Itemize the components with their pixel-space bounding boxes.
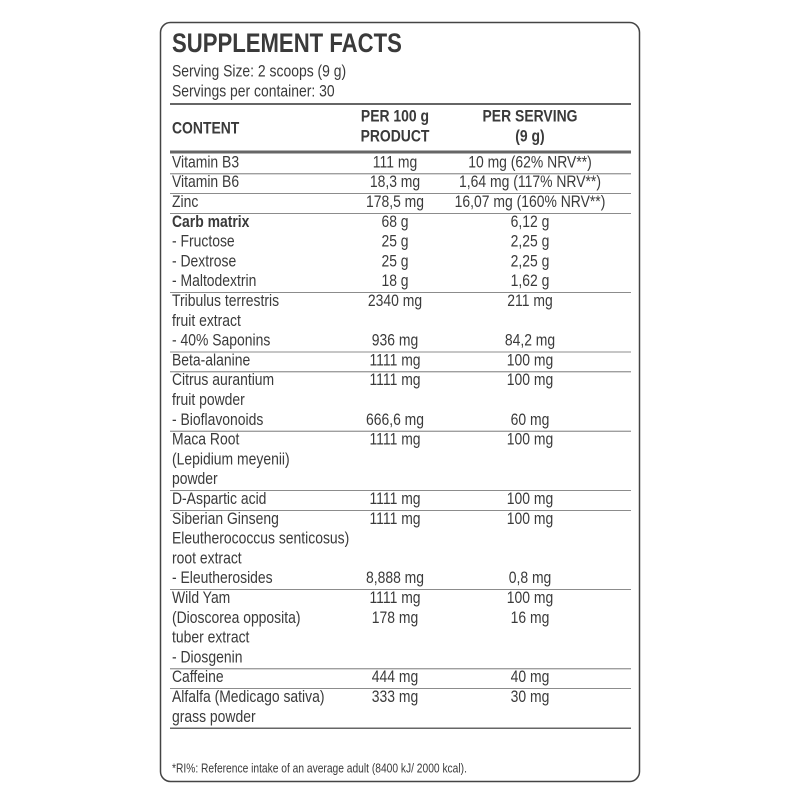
ingredient: Vitamin B6 <box>172 173 239 192</box>
ingredient: root extract <box>172 549 242 568</box>
column-header: PRODUCT <box>361 127 430 146</box>
title: SUPPLEMENT FACTS <box>172 29 402 59</box>
per-100g: 178,5 mg <box>366 193 424 212</box>
ingredient: Siberian Ginseng <box>172 510 279 529</box>
per-100g: 25 g <box>381 232 408 251</box>
per-serving: 40 mg <box>511 668 550 687</box>
per-100g: 666,6 mg <box>366 411 424 430</box>
per-serving: 2,25 g <box>511 252 550 271</box>
per-100g: 936 mg <box>372 331 418 350</box>
ingredient: Carb matrix <box>172 213 250 232</box>
ingredient: - Eleutherosides <box>172 569 273 588</box>
per-serving: 100 mg <box>507 430 553 449</box>
per-100g: 25 g <box>381 252 408 271</box>
ingredient: Beta-alanine <box>172 351 250 370</box>
per-100g: 1111 mg <box>369 371 420 390</box>
per-serving: 2,25 g <box>511 232 550 251</box>
ingredient: Caffeine <box>172 668 224 687</box>
per-100g: 1111 mg <box>369 430 420 449</box>
serving-size: Serving Size: 2 scoops (9 g) <box>172 62 346 81</box>
column-header: PER 100 g <box>361 107 429 126</box>
footnote: *RI%: Reference intake of an average adu… <box>172 762 467 775</box>
per-serving: 60 mg <box>511 411 550 430</box>
per-serving: 1,62 g <box>511 272 550 291</box>
ingredient: powder <box>172 470 218 489</box>
per-100g: 68 g <box>381 213 408 232</box>
ingredient: Zinc <box>172 193 199 212</box>
ingredient: Vitamin B3 <box>172 153 239 172</box>
ingredient: grass powder <box>172 708 256 727</box>
per-100g: 18,3 mg <box>370 173 420 192</box>
label-text: SUPPLEMENT FACTS Serving Size: 2 scoops (… <box>172 29 605 775</box>
per-100g: 1111 mg <box>369 351 420 370</box>
per-100g: 444 mg <box>372 668 418 687</box>
ingredient: - 40% Saponins <box>172 331 271 350</box>
column-header: PER SERVING <box>483 107 578 126</box>
ingredient: fruit powder <box>172 391 245 410</box>
label-border <box>159 21 641 783</box>
ingredient: (Lepidium meyenii) <box>172 450 290 469</box>
column-header: CONTENT <box>172 119 240 138</box>
ingredient: - Dextrose <box>172 252 236 271</box>
per-serving: 211 mg <box>507 292 552 311</box>
ingredient: Wild Yam <box>172 589 230 608</box>
servings-per-container: Servings per container: 30 <box>172 82 335 101</box>
per-serving: 10 mg (62% NRV**) <box>468 153 592 172</box>
per-serving: 100 mg <box>507 589 553 608</box>
ingredient: Maca Root <box>172 430 240 449</box>
per-100g: 8,888 mg <box>366 569 424 588</box>
ingredient: (Dioscorea opposita) <box>172 609 301 628</box>
per-100g: 1111 mg <box>369 510 420 529</box>
ingredient: Citrus aurantium <box>172 371 274 390</box>
ingredient: Alfalfa (Medicago sativa) <box>172 688 324 707</box>
per-serving: 16 mg <box>511 609 550 628</box>
per-serving: 100 mg <box>507 371 553 390</box>
ingredient: - Diosgenin <box>172 648 242 667</box>
ingredient: D-Aspartic acid <box>172 490 266 509</box>
ingredient: Tribulus terrestris <box>172 292 279 311</box>
ingredient: tuber extract <box>172 628 250 647</box>
per-100g: 18 g <box>381 272 408 291</box>
ingredient: - Bioflavonoids <box>172 411 264 430</box>
per-serving: 0,8 mg <box>509 569 552 588</box>
per-100g: 1111 mg <box>369 490 420 509</box>
per-serving: 30 mg <box>511 688 550 707</box>
ingredient: fruit extract <box>172 312 241 331</box>
per-serving: 84,2 mg <box>505 331 555 350</box>
per-serving: 100 mg <box>507 510 553 529</box>
ingredient: - Fructose <box>172 232 235 251</box>
per-100g: 1111 mg <box>369 589 420 608</box>
per-100g: 2340 mg <box>368 292 422 311</box>
per-serving: 1,64 mg (117% NRV**) <box>459 173 601 192</box>
per-serving: 16,07 mg (160% NRV**) <box>455 193 606 212</box>
ingredient: - Maltodextrin <box>172 272 256 291</box>
per-serving: 6,12 g <box>511 213 550 232</box>
per-100g: 178 mg <box>372 609 418 628</box>
column-header: (9 g) <box>515 127 544 146</box>
ingredient: Eleutherococcus senticosus) <box>172 529 349 548</box>
per-serving: 100 mg <box>507 351 553 370</box>
per-100g: 111 mg <box>373 153 417 172</box>
per-100g: 333 mg <box>372 688 418 707</box>
per-serving: 100 mg <box>507 490 553 509</box>
